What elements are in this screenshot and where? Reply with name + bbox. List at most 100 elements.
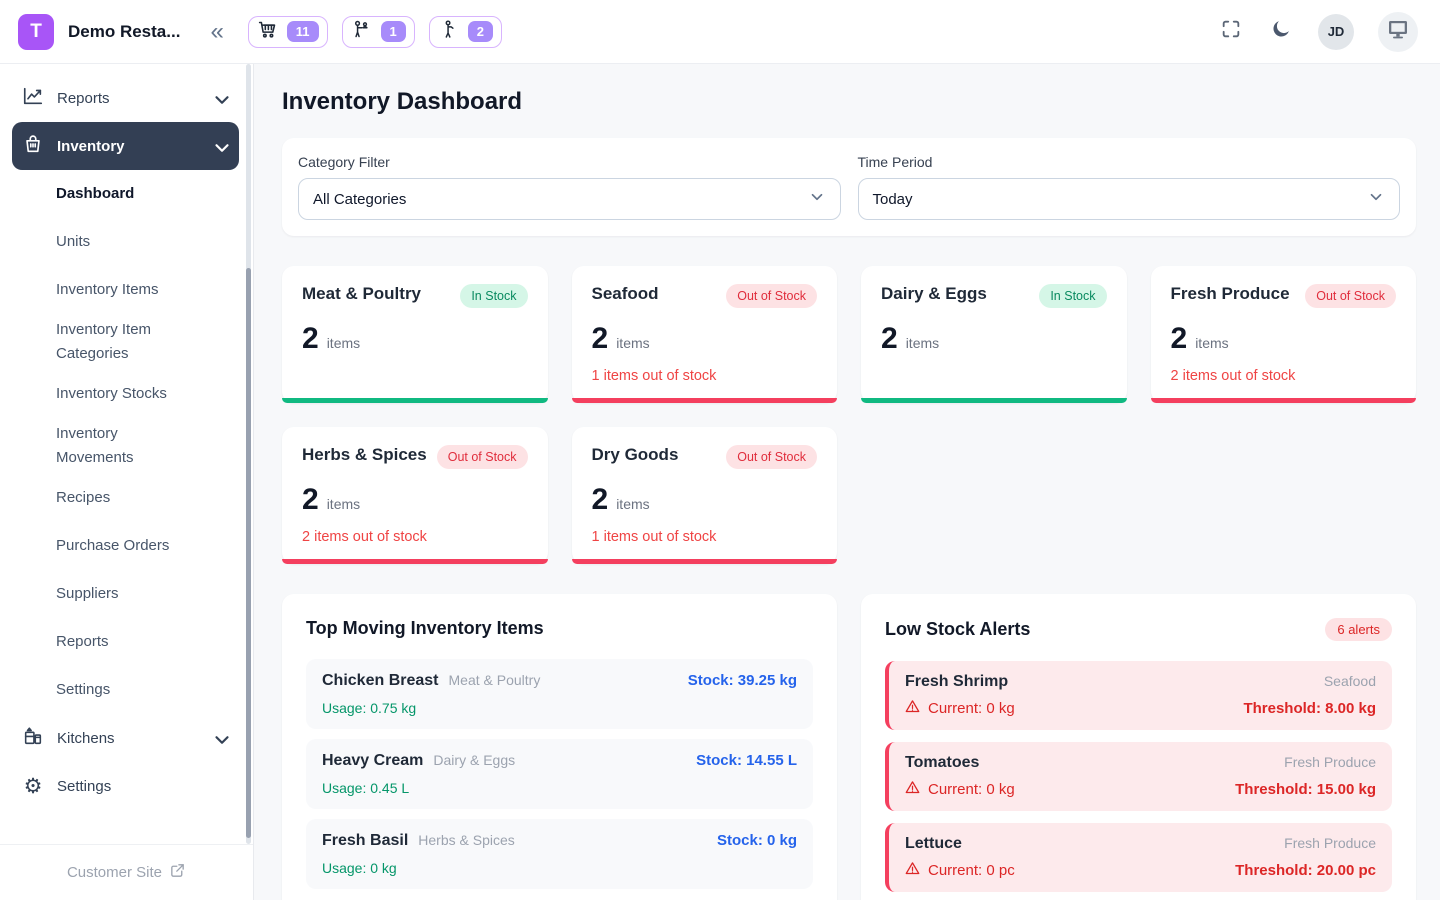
out-of-stock-text: 1 items out of stock (591, 368, 717, 384)
item-category: Herbs & Spices (418, 832, 515, 848)
user-avatar[interactable]: JD (1318, 13, 1354, 50)
time-period-select[interactable]: Today (857, 178, 1400, 220)
sidebar-subitem-reports[interactable]: Reports (56, 633, 109, 650)
customer-site-label: Customer Site (66, 864, 163, 881)
line-chart-icon (22, 85, 44, 111)
page-title: Inventory Dashboard (282, 88, 523, 115)
sidebar-item-inventory[interactable]: Inventory (12, 122, 239, 170)
sidebar-subitem-recipes[interactable]: Recipes (56, 489, 111, 506)
item-unit: items (326, 335, 361, 351)
item-count: 2 (302, 483, 319, 516)
status-bar (861, 398, 1127, 403)
item-stock: Stock: 39.25 kg (687, 672, 797, 689)
card-title: Seafood (591, 284, 659, 303)
item-category: Meat & Poultry (448, 672, 541, 688)
low-stock-panel: Low Stock Alerts 6 alerts Fresh Shrimp S… (861, 594, 1416, 900)
sidebar-nav: Reports Inventory Dashboard Units Invent (0, 64, 253, 844)
category-filter-select[interactable]: All Categories (298, 178, 841, 220)
low-stock-alert-row: Fresh Shrimp Seafood Current: 0 kg Thres… (885, 661, 1392, 730)
item-unit: items (326, 496, 361, 512)
fullscreen-button[interactable] (1218, 19, 1244, 45)
customer-site-link[interactable]: Customer Site (0, 844, 253, 900)
card-title: Fresh Produce (1170, 284, 1290, 303)
sidebar-scrollbar-thumb[interactable] (246, 268, 251, 838)
kitchen-stove-icon (22, 725, 44, 751)
alert-item-name: Lettuce (905, 835, 962, 852)
orders-count-badge: 11 (286, 21, 319, 42)
alert-item-name: Fresh Shrimp (905, 673, 1009, 690)
top-moving-row: Heavy Cream Dairy & Eggs Stock: 14.55 L … (306, 739, 813, 809)
category-filter-group: Category Filter All Categories (298, 154, 841, 220)
fullscreen-icon (1220, 18, 1242, 45)
alert-item-name: Tomatoes (905, 754, 980, 771)
low-stock-title: Low Stock Alerts (885, 619, 1031, 639)
item-usage: Usage: 0 kg (322, 860, 397, 876)
monitor-icon (1386, 17, 1410, 46)
status-bar (571, 559, 837, 564)
sidebar-item-label: Settings (57, 777, 112, 795)
chevron-down-icon (211, 137, 229, 155)
low-stock-alert-row: Tomatoes Fresh Produce Current: 0 kg Thr… (885, 742, 1392, 811)
top-bar: T Demo Resta... « 11 1 (0, 0, 1440, 64)
category-card-fresh-produce: Fresh Produce Out of Stock 2 items 2 ite… (1150, 266, 1416, 403)
item-usage: Usage: 0.75 kg (322, 700, 417, 716)
filters-card: Category Filter All Categories Time Peri… (282, 138, 1416, 236)
sidebar-subitem-units[interactable]: Units (56, 233, 91, 250)
waiter-calls-button[interactable]: 1 (341, 15, 415, 48)
status-badge: Out of Stock (436, 445, 528, 469)
main-content: Inventory Dashboard Category Filter All … (254, 64, 1440, 900)
sidebar-subitem-inventory-items[interactable]: Inventory Items (56, 281, 159, 298)
alert-current-text: Current: 0 kg (928, 781, 1015, 798)
sidebar-subitem-inventory-movements[interactable]: Inventory Movements (56, 425, 134, 466)
out-of-stock-text: 1 items out of stock (591, 529, 717, 545)
sidebar-subitem-dashboard[interactable]: Dashboard (56, 185, 135, 202)
sidebar-subitem-settings[interactable]: Settings (56, 681, 111, 698)
external-link-icon (169, 862, 186, 883)
category-card-dry-goods: Dry Goods Out of Stock 2 items 1 items o… (571, 427, 837, 564)
display-mode-button[interactable] (1378, 11, 1418, 52)
orders-cart-button[interactable]: 11 (247, 15, 328, 48)
dark-mode-toggle[interactable] (1268, 19, 1294, 45)
sidebar-subitem-inventory-stocks[interactable]: Inventory Stocks (56, 385, 167, 402)
customers-button[interactable]: 2 (428, 15, 503, 48)
alert-threshold: Threshold: 15.00 kg (1235, 781, 1376, 798)
item-category: Dairy & Eggs (433, 752, 516, 768)
item-name: Heavy Cream (322, 752, 424, 769)
person-icon (438, 19, 459, 45)
top-moving-panel: Top Moving Inventory Items Chicken Breas… (282, 594, 837, 900)
category-filter-label: Category Filter (298, 154, 390, 170)
item-name: Chicken Breast (322, 672, 439, 689)
item-stock: Stock: 0 kg (716, 832, 797, 849)
sidebar-subitem-suppliers[interactable]: Suppliers (56, 585, 119, 602)
top-moving-row: Chicken Breast Meat & Poultry Stock: 39.… (306, 659, 813, 729)
sidebar-item-settings[interactable]: ⚙ Settings (12, 762, 239, 810)
app-logo[interactable]: T (18, 13, 54, 50)
chevron-down-icon (211, 729, 229, 747)
alert-item-category: Seafood (1323, 673, 1376, 689)
item-name: Fresh Basil (322, 832, 409, 849)
item-count: 2 (591, 322, 609, 355)
status-badge: In Stock (460, 284, 528, 308)
category-cards-grid: Meat & Poultry In Stock 2 items Seafood … (282, 266, 1416, 564)
warning-icon (905, 780, 920, 799)
alert-current: Current: 0 kg (905, 699, 1015, 718)
category-filter-value: All Categories (313, 190, 407, 208)
alert-current: Current: 0 pc (905, 861, 1015, 880)
time-period-group: Time Period Today (857, 154, 1400, 220)
time-period-label: Time Period (857, 154, 933, 170)
chevron-down-icon (808, 188, 826, 210)
item-count: 2 (302, 322, 319, 355)
top-moving-title: Top Moving Inventory Items (306, 618, 544, 638)
sidebar-subitem-inventory-item-categories[interactable]: Inventory Item Categories (56, 321, 152, 362)
sidebar-item-reports[interactable]: Reports (12, 74, 239, 122)
sidebar-collapse-icon[interactable]: « (210, 17, 224, 45)
item-usage: Usage: 0.45 L (322, 780, 410, 796)
bottom-panels: Top Moving Inventory Items Chicken Breas… (282, 594, 1416, 900)
item-count: 2 (881, 322, 898, 355)
sidebar-item-kitchens[interactable]: Kitchens (12, 714, 239, 762)
alert-current-text: Current: 0 kg (928, 700, 1015, 717)
waiter-icon (351, 19, 372, 45)
sidebar-subitem-purchase-orders[interactable]: Purchase Orders (56, 537, 170, 554)
alert-item-category: Fresh Produce (1284, 835, 1376, 851)
sidebar: Reports Inventory Dashboard Units Invent (0, 64, 254, 900)
